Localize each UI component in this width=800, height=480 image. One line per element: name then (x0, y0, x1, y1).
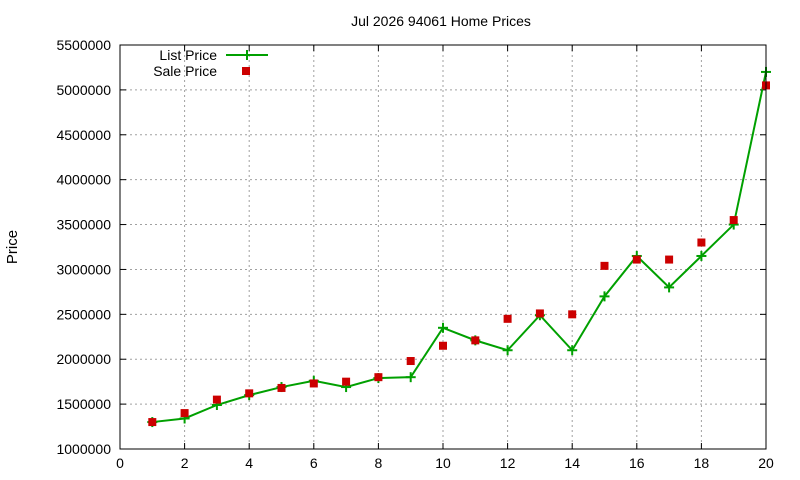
x-tick-label: 2 (181, 455, 189, 471)
x-tick-label: 4 (245, 455, 253, 471)
series-sale-price (148, 81, 770, 427)
x-tick-label: 12 (500, 455, 516, 471)
x-tick-label: 0 (116, 455, 124, 471)
legend-marker-list-price (242, 50, 252, 60)
list-price-point (405, 372, 416, 383)
sale-price-point (697, 238, 706, 247)
sale-price-point (600, 261, 609, 270)
list-price-point (567, 345, 578, 356)
plot-frame (119, 44, 767, 450)
list-price-point (502, 345, 513, 356)
sale-price-point (729, 216, 738, 225)
x-tick-label: 14 (564, 455, 580, 471)
sale-price-point (148, 418, 157, 427)
y-tick-label: 1500000 (56, 396, 111, 412)
x-tick-label: 16 (629, 455, 645, 471)
sale-price-point (439, 341, 447, 350)
y-axis-label: Price (4, 230, 21, 264)
x-tick-label: 18 (694, 455, 710, 471)
sale-price-point (535, 309, 544, 318)
legend-marker-sale-price (242, 67, 250, 75)
legend-label-sale-price: Sale Price (153, 63, 217, 79)
sale-price-point (665, 255, 674, 264)
y-tick-label: 5500000 (56, 37, 111, 53)
sale-price-point (632, 255, 641, 264)
sale-price-point (374, 373, 383, 382)
y-tick-label: 4000000 (56, 172, 111, 188)
chart-title: Jul 2026 94061 Home Prices (351, 13, 531, 29)
y-tick-label: 3500000 (56, 217, 111, 233)
list-price-point (696, 250, 707, 261)
legend-label-list-price: List Price (159, 47, 217, 63)
sale-price-point (245, 389, 254, 398)
sale-price-point (309, 379, 318, 388)
sale-price-point (568, 310, 577, 319)
sale-price-point (342, 377, 351, 386)
x-tick-label: 6 (310, 455, 318, 471)
sale-price-point (503, 314, 512, 323)
sale-price-point (471, 336, 480, 345)
y-tick-label: 5000000 (56, 82, 111, 98)
list-price-line (152, 71, 767, 424)
sale-price-point (180, 409, 189, 418)
sale-price-point (212, 395, 221, 404)
legend: List Price Sale Price (153, 47, 268, 79)
y-tick-label: 3000000 (56, 261, 111, 277)
sale-price-point (277, 383, 286, 392)
list-price-point (438, 322, 448, 333)
x-tick-label: 10 (435, 455, 451, 471)
x-tick-label: 8 (375, 455, 383, 471)
x-tick-label: 20 (758, 455, 774, 471)
list-price-point (664, 282, 675, 293)
grid-lines (120, 45, 766, 449)
series-list-price (147, 66, 771, 428)
y-tick-label: 4500000 (56, 127, 111, 143)
y-tick-label: 1000000 (56, 441, 111, 457)
y-tick-label: 2000000 (56, 351, 111, 367)
sale-price-point (406, 357, 415, 366)
data-series (147, 66, 771, 428)
axis-ticks: 0 2 4 6 8 10 12 14 16 18 20 1000000 1500000 2000000 25… (56, 37, 774, 471)
y-tick-label: 2500000 (56, 306, 111, 322)
list-price-point (599, 291, 610, 302)
